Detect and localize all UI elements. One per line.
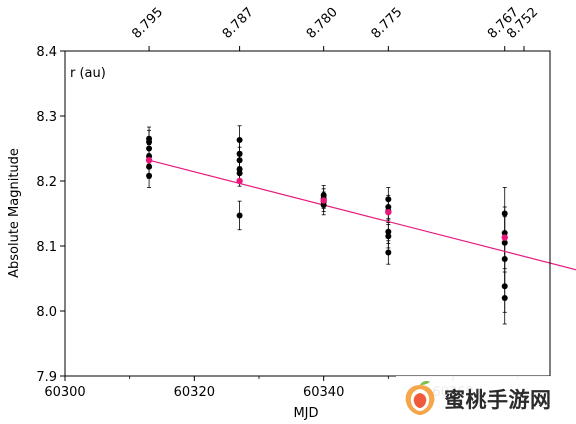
observation-point xyxy=(236,137,243,144)
y-tick-label: 8.3 xyxy=(36,110,57,125)
observation-point xyxy=(385,196,392,203)
x-axis-label: MJD xyxy=(293,406,318,421)
observation-point xyxy=(385,233,392,240)
x-tick-label: 60340 xyxy=(303,385,344,400)
top-tick-label: 8.780 xyxy=(304,5,341,42)
observation-point xyxy=(501,256,508,262)
observation-point xyxy=(501,239,508,246)
y-tick-label: 8.2 xyxy=(36,175,57,190)
annotation-label: r (au) xyxy=(70,66,106,81)
observation-point xyxy=(501,295,508,301)
fit-point xyxy=(501,234,508,241)
observation-point xyxy=(236,170,243,177)
observation-point xyxy=(501,210,508,217)
y-axis-ticks: 7.9 8.0 8.1 8.2 8.3 8.4 xyxy=(36,45,65,385)
observation-point xyxy=(236,212,243,219)
fit-point xyxy=(145,157,153,164)
observation-point xyxy=(501,283,508,290)
observation-point xyxy=(236,150,243,157)
peach-logo-icon xyxy=(405,381,435,415)
top-tick-label: 8.775 xyxy=(369,5,406,42)
observation-point xyxy=(146,139,153,145)
plot-area xyxy=(65,51,550,376)
y-tick-label: 8.1 xyxy=(36,240,57,255)
fit-line xyxy=(148,159,576,271)
observation-point xyxy=(146,163,153,170)
fit-line-layer xyxy=(148,159,576,271)
fit-point-layer xyxy=(145,157,508,241)
observation-point xyxy=(501,230,508,236)
watermark-text: 蜜桃手游网 xyxy=(444,388,552,412)
x-tick-label: 60320 xyxy=(174,385,215,400)
observation-point xyxy=(385,249,392,256)
fit-point xyxy=(236,177,243,185)
observation-point xyxy=(385,228,392,235)
y-tick-label: 8.4 xyxy=(36,45,57,60)
plot-frame xyxy=(64,50,551,377)
y-tick-label: 8.0 xyxy=(36,305,57,320)
top-tick-label: 8.787 xyxy=(220,5,257,42)
y-axis-label: Absolute Magnitude xyxy=(7,148,22,278)
x-tick-label: 60300 xyxy=(44,385,85,400)
fit-point xyxy=(385,209,392,216)
fit-point xyxy=(320,197,327,204)
observation-point xyxy=(320,202,327,209)
observation-point xyxy=(236,157,243,164)
watermark: 蜜桃手游网 xyxy=(396,376,576,422)
y-tick-label: 7.9 xyxy=(36,370,57,385)
observation-point xyxy=(146,145,153,152)
observation-point xyxy=(146,172,153,179)
top-tick-label: 8.795 xyxy=(129,5,166,42)
